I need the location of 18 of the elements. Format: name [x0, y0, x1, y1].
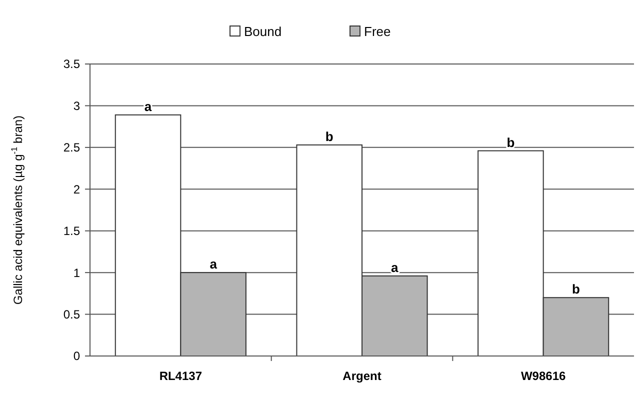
x-tick-label: Argent — [342, 369, 382, 383]
legend-label: Bound — [244, 24, 282, 39]
y-tick-label: 2.5 — [63, 140, 80, 155]
annotation: b — [506, 134, 515, 150]
y-tick-label: 2 — [73, 182, 80, 196]
y-tick-label: 0.5 — [63, 307, 80, 322]
y-tick-label: 0 — [73, 349, 80, 364]
annotation: a — [391, 260, 400, 275]
y-tick-label: 1.5 — [63, 224, 80, 238]
y-tick-label: 1 — [73, 266, 80, 280]
x-tick-label: RL4137 — [159, 369, 202, 383]
x-tick-label: W98616 — [520, 369, 566, 383]
annotation: a — [210, 256, 218, 272]
y-tick-label: 3 — [73, 98, 80, 113]
annotation: b — [325, 128, 334, 144]
legend-label: Free — [364, 24, 391, 39]
y-tick-label: 3.5 — [63, 57, 80, 72]
annotation: b — [572, 282, 580, 297]
